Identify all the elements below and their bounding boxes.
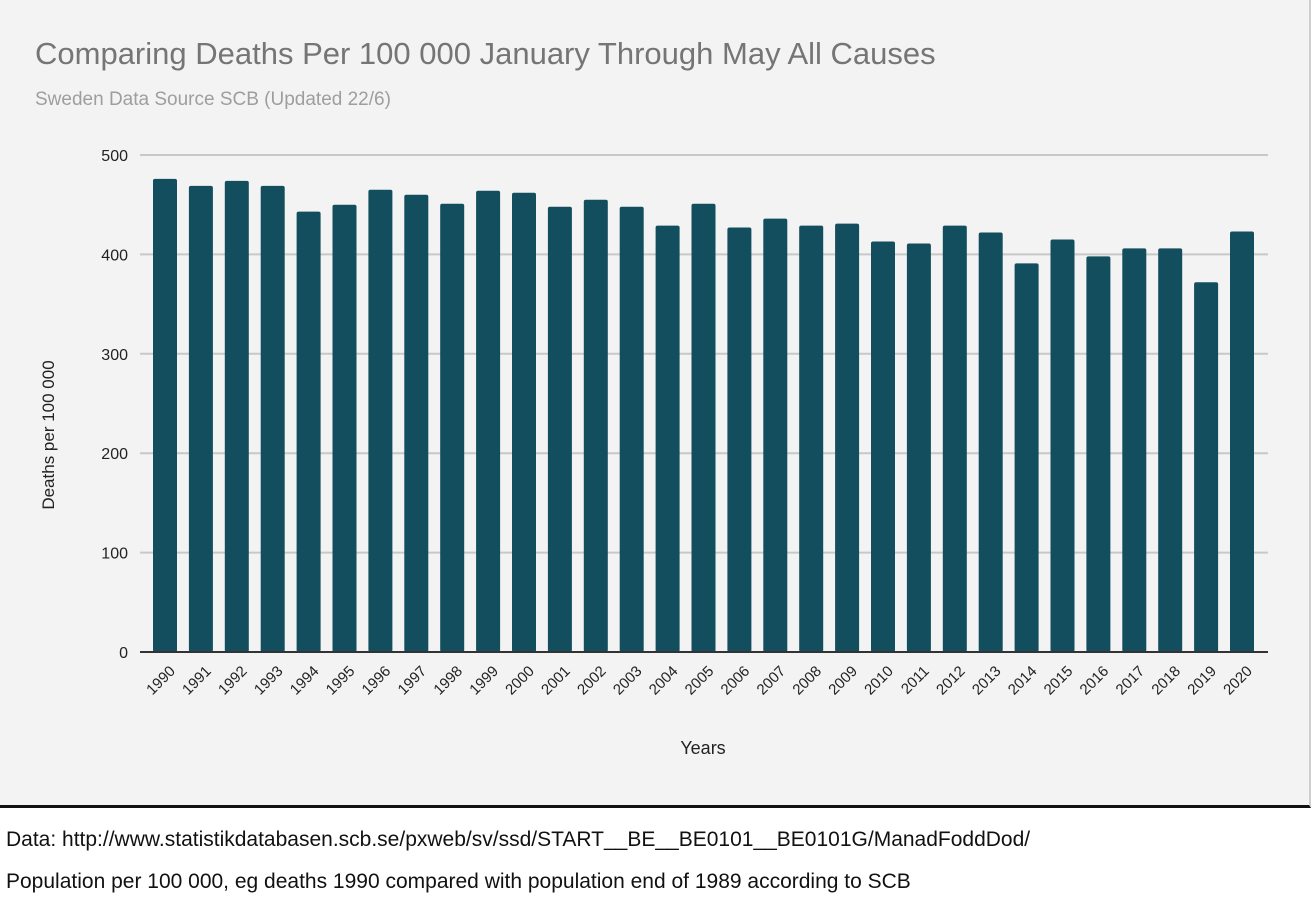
bar-2012 — [942, 225, 967, 652]
bar-2005 — [691, 203, 716, 652]
x-tick-label: 1995 — [323, 663, 359, 699]
bar-2006 — [727, 227, 752, 652]
x-tick-label: 2010 — [861, 663, 897, 699]
x-tick-label: 2003 — [610, 663, 646, 699]
x-tick-label: 2014 — [1005, 663, 1041, 699]
bar-chart: 0 100 200 300 400 500 1990 1991 1992 1993 1994 1995… — [39, 148, 1268, 758]
x-tick-label: 1997 — [395, 663, 431, 699]
y-axis-title: Deaths per 100 000 — [39, 360, 58, 509]
bar-2014 — [1014, 263, 1039, 652]
y-tick-label: 0 — [119, 645, 128, 662]
y-tick-label: 300 — [101, 347, 128, 364]
x-tick-label: 1992 — [215, 663, 251, 699]
x-tick-label: 2002 — [574, 663, 610, 699]
x-tick-label: 2016 — [1077, 663, 1113, 699]
x-tick-label: 1996 — [359, 663, 395, 699]
x-tick-label: 1994 — [287, 663, 323, 699]
x-tick-label: 1999 — [466, 663, 502, 699]
chart-title: Comparing Deaths Per 100 000 January Thr… — [35, 36, 936, 71]
x-tick-label: 2005 — [682, 663, 718, 699]
x-tick-label: 2020 — [1220, 663, 1256, 699]
bar-1991 — [188, 185, 213, 652]
bar-2009 — [835, 223, 860, 652]
bar-2020 — [1230, 231, 1254, 652]
x-tick-label: 2012 — [933, 663, 969, 699]
x-tick-label: 2011 — [898, 663, 933, 698]
x-tick-label: 2017 — [1113, 663, 1149, 699]
bar-2002 — [583, 199, 608, 653]
bar-2019 — [1194, 282, 1219, 652]
bar-1998 — [440, 203, 465, 652]
y-tick-label: 400 — [101, 247, 128, 264]
x-tick-label: 2004 — [646, 663, 682, 699]
x-tick-label: 2007 — [754, 663, 790, 699]
population-note: Population per 100 000, eg deaths 1990 c… — [6, 870, 911, 893]
x-axis-title: Years — [680, 738, 725, 758]
x-tick-label: 1993 — [251, 663, 287, 699]
x-tick-label: 2001 — [538, 663, 574, 699]
bar-2018 — [1158, 248, 1183, 652]
bar-2001 — [547, 206, 572, 653]
bar-2016 — [1086, 256, 1111, 652]
bar-1993 — [260, 185, 285, 652]
y-tick-label: 200 — [101, 446, 128, 463]
bar-1994 — [296, 211, 321, 652]
bar-2007 — [763, 218, 788, 652]
x-tick-label: 2018 — [1148, 663, 1184, 699]
x-tick-label: 2015 — [1041, 663, 1077, 699]
bar-2003 — [619, 206, 644, 653]
bar-2008 — [799, 225, 824, 652]
x-tick-label: 1998 — [430, 663, 466, 699]
chart-panel: Comparing Deaths Per 100 000 January Thr… — [0, 0, 1311, 808]
bar-2015 — [1050, 239, 1075, 653]
x-tick-label: 2008 — [789, 663, 825, 699]
bar-2004 — [655, 225, 680, 652]
y-tick-label: 100 — [101, 546, 128, 563]
x-tick-label: 1990 — [143, 663, 179, 699]
x-tick-label: 2009 — [825, 663, 861, 699]
data-source-note: Data: http://www.statistikdatabasen.scb.… — [6, 828, 1031, 851]
bar-2011 — [906, 243, 931, 652]
chart-subtitle: Sweden Data Source SCB (Updated 22/6) — [35, 89, 391, 110]
bar-1999 — [476, 190, 501, 652]
bar-1992 — [224, 180, 249, 652]
bar-2010 — [871, 241, 895, 652]
x-tick-label: 2000 — [502, 663, 538, 699]
bar-1997 — [404, 194, 429, 652]
bar-1996 — [368, 189, 393, 653]
bar-2000 — [512, 192, 536, 652]
x-tick-label: 1991 — [179, 663, 215, 699]
bar-2017 — [1122, 248, 1147, 652]
x-tick-label: 2019 — [1184, 663, 1220, 699]
x-tick-label: 2013 — [969, 663, 1005, 699]
bar-1990 — [153, 178, 177, 652]
bar-2013 — [978, 232, 1003, 653]
x-tick-label: 2006 — [718, 663, 754, 699]
y-tick-label: 500 — [101, 148, 128, 165]
bar-1995 — [332, 204, 357, 652]
